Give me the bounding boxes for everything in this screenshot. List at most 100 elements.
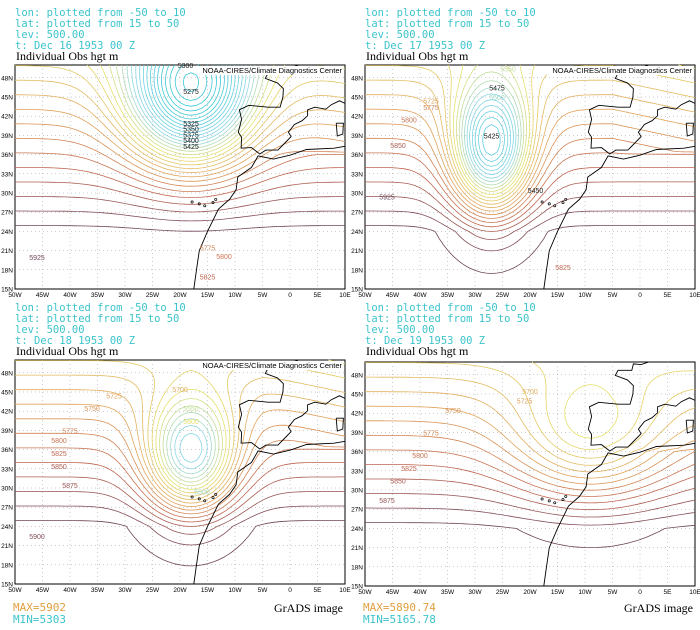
coastline (259, 115, 308, 155)
contour-line (142, 64, 240, 133)
x-tick-label: 5E (314, 587, 323, 594)
contour-label: 5375 (183, 132, 199, 139)
contour-line (365, 152, 695, 223)
contour-line (15, 462, 345, 523)
y-tick-label: 45N (1, 390, 13, 397)
contour-line (126, 64, 256, 146)
contour-line (365, 434, 696, 491)
y-tick-label: 45N (351, 95, 363, 102)
coastline (543, 442, 696, 587)
contour-line (15, 123, 346, 182)
contour-line (135, 64, 247, 140)
panel-header-line: lon: plotted from -50 to 10 (15, 302, 186, 314)
x-tick-label: 10E (689, 589, 700, 596)
contour-line (153, 64, 229, 123)
contour-line (365, 210, 695, 252)
x-tick-label: 10E (689, 292, 700, 299)
y-tick-label: 18N (351, 564, 363, 571)
panel-title: Individual Obs hgt m (16, 344, 119, 358)
island (203, 499, 207, 503)
island (540, 497, 544, 501)
contour-line (464, 87, 519, 183)
x-tick-label: 10E (339, 292, 351, 299)
island (190, 200, 194, 204)
x-tick-label: 40W (413, 589, 427, 596)
contour-line (365, 376, 696, 466)
x-tick-label: 0 (288, 292, 292, 299)
y-tick-label: 15N (351, 584, 363, 591)
coastline (685, 419, 694, 434)
contour-label: 5700 (172, 387, 188, 394)
contour-label: 5550 (500, 66, 516, 73)
x-tick-label: 40W (63, 292, 77, 299)
x-tick-label: 10W (578, 292, 592, 299)
y-tick-label: 27N (1, 505, 13, 512)
coastline (335, 417, 344, 432)
contour-line (365, 405, 696, 479)
contour-line (365, 362, 696, 459)
contour-line (564, 384, 619, 439)
contour-label: 5425 (484, 134, 500, 141)
contour-label: 5825 (200, 274, 216, 281)
credit-bg (197, 361, 343, 370)
panel-header-line: t: Dec 17 1953 00 Z (365, 40, 485, 52)
island (214, 197, 218, 201)
contour-label: 5500 (489, 95, 505, 102)
y-tick-label: 48N (1, 75, 13, 82)
contour-line (453, 64, 530, 195)
contour-line (365, 391, 696, 473)
y-tick-label: 36N (351, 449, 363, 456)
contour-line (365, 79, 696, 205)
contour-line (183, 72, 199, 92)
y-tick-label: 15N (351, 287, 363, 294)
panel-title: Individual Obs hgt m (366, 344, 469, 358)
credit-bg (197, 66, 343, 75)
y-tick-label: 27N (351, 210, 363, 217)
coastline (543, 145, 696, 290)
contour-line (15, 447, 345, 519)
island (561, 201, 565, 205)
contour-label: 5850 (51, 464, 67, 471)
island (203, 204, 207, 208)
contour-line (155, 388, 227, 490)
y-tick-label: 39N (351, 133, 363, 140)
contour-line (482, 124, 501, 156)
y-tick-label: 18N (1, 267, 13, 274)
contour-line (169, 64, 213, 107)
contour-label: 5725 (106, 393, 122, 400)
x-tick-label: 45W (36, 292, 50, 299)
contour-line (174, 425, 208, 470)
contour-label: 5325 (183, 121, 199, 128)
panel-header-line: t: Dec 19 1953 00 Z (365, 335, 485, 347)
contour-line (456, 64, 527, 192)
contour-line (161, 64, 221, 116)
contour-label: 5475 (489, 86, 505, 93)
contour-line (170, 418, 212, 475)
x-tick-label: 10W (578, 589, 592, 596)
y-tick-label: 42N (1, 114, 13, 121)
x-tick-label: 0 (638, 589, 642, 596)
y-tick-label: 42N (351, 411, 363, 418)
y-tick-label: 33N (1, 466, 13, 473)
contour-line (365, 478, 696, 511)
x-tick-label: 10E (339, 587, 351, 594)
contour-line (365, 493, 696, 518)
contour-line (365, 507, 696, 526)
contour-line (109, 64, 275, 155)
contour-line (15, 79, 346, 170)
contour-line (472, 104, 511, 172)
contour-label: 5775 (62, 429, 78, 436)
island (553, 501, 557, 505)
x-tick-label: 5W (258, 587, 269, 594)
island (547, 499, 551, 503)
y-tick-label: 30N (351, 191, 363, 198)
y-tick-label: 30N (1, 486, 13, 493)
contour-line (466, 93, 517, 179)
x-tick-label: 20W (173, 292, 187, 299)
contour-label: 5825 (51, 451, 67, 458)
y-tick-label: 21N (1, 543, 13, 550)
coastline (193, 145, 346, 290)
coastline (307, 395, 346, 412)
y-tick-label: 24N (1, 524, 13, 531)
